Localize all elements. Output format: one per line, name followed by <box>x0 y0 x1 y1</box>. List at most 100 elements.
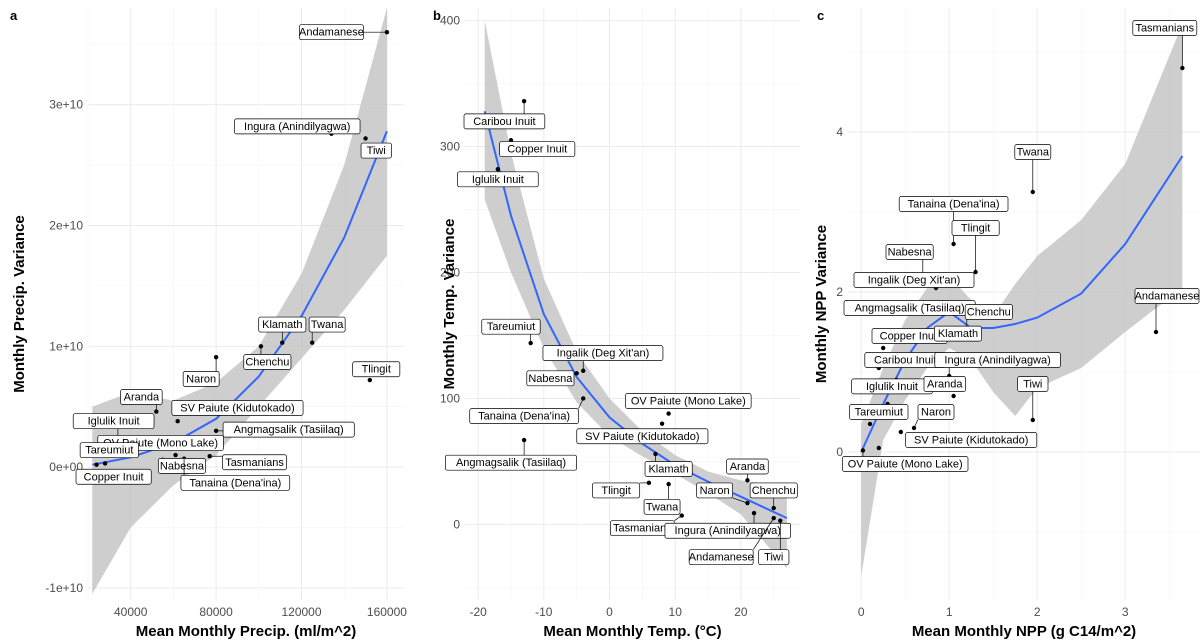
point-label: Angmagsalik (Tasiilaq) <box>234 424 344 436</box>
label-box <box>542 345 664 361</box>
label-box <box>749 482 798 499</box>
point-label: Naron <box>700 485 730 497</box>
label-box <box>923 376 966 392</box>
label-box <box>934 325 982 342</box>
point-label: Tareumiut <box>85 445 133 457</box>
data-point <box>367 377 373 383</box>
y-tick-label: 0 <box>836 445 843 459</box>
label-box <box>469 408 579 424</box>
x-tick-label: 2 <box>1034 605 1041 619</box>
label-box <box>258 316 307 333</box>
point-label: Angmagsalik (Tasiilaq) <box>456 457 566 469</box>
label-box <box>481 318 541 335</box>
x-tick-label: -10 <box>535 605 553 619</box>
panel-letter: a <box>10 8 18 23</box>
point-label: Klamath <box>262 319 302 331</box>
label-box <box>1132 20 1198 36</box>
label-box <box>1014 144 1052 160</box>
label-box <box>964 304 1013 320</box>
label-box <box>182 371 220 387</box>
point-label: SV Paiute (Kidutokado) <box>585 431 699 443</box>
label-box <box>157 458 206 474</box>
x-tick-label: 160000 <box>367 605 407 619</box>
y-axis-title: Monthly Temp. Variance <box>441 219 458 390</box>
label-box <box>644 461 693 477</box>
label-box <box>951 220 1000 236</box>
point-label: Chenchu <box>245 356 289 368</box>
x-axis-title: Mean Monthly Temp. (°C) <box>543 623 721 640</box>
label-box <box>696 482 733 499</box>
data-point <box>574 371 579 376</box>
point-label: Tareumiut <box>855 407 903 419</box>
point-label: Tareumiut <box>487 321 535 333</box>
y-tick-label: 0 <box>453 517 460 531</box>
panel-letter: b <box>433 8 441 23</box>
x-tick-label: 80000 <box>199 605 233 619</box>
point-label: Tiwi <box>367 145 386 157</box>
label-box <box>625 393 752 409</box>
point-label: Andamanese <box>689 552 754 564</box>
point-label: Tanaina (Dena'ina) <box>908 199 1000 211</box>
confidence-band <box>484 20 787 569</box>
point-label: Tiwi <box>764 552 783 564</box>
label-box <box>308 316 346 333</box>
data-point <box>653 451 658 457</box>
label-box <box>842 456 969 472</box>
point-label: Tanaina (Dena'ina) <box>478 411 570 423</box>
point-labels: Tasmanians Twana Tanaina (Dena'ina) Tlingit… <box>842 20 1199 472</box>
label-box <box>499 141 576 157</box>
data-point <box>881 345 886 351</box>
label-box <box>360 142 392 159</box>
confidence-band <box>861 24 1183 576</box>
point-label: Naron <box>921 407 951 419</box>
x-tick-label: 0 <box>858 605 865 619</box>
label-box <box>299 24 364 41</box>
x-axis-title: Mean Monthly Precip. (ml/m^2) <box>136 623 356 640</box>
x-tick-label: -20 <box>469 605 487 619</box>
point-label: Caribou Inuit <box>874 355 936 367</box>
point-label: OV Paiute (Mono Lake) <box>848 459 963 471</box>
point-label: SV Paiute (Kidutokado) <box>914 435 1028 447</box>
point-label: Caribou Inuit <box>473 116 535 128</box>
x-tick-label: 0 <box>606 605 613 619</box>
y-tick-label: 4 <box>836 125 843 139</box>
y-tick-label: 400 <box>440 14 460 28</box>
label-box <box>171 400 304 416</box>
label-box <box>853 272 975 288</box>
panel-a: 40000 80000 120000 160000 -1e+10 0e+00 1e+10 2e… <box>10 8 407 640</box>
point-label: Klamath <box>648 464 688 476</box>
panel-letter: c <box>817 8 824 23</box>
label-box <box>222 421 355 438</box>
data-point <box>363 136 368 141</box>
label-box <box>898 196 1009 212</box>
point-label: Ingura (Anindilyagwa) <box>675 525 781 537</box>
point-label: Naron <box>186 373 216 385</box>
data-point <box>860 448 866 453</box>
y-tick-label: 2e+10 <box>49 218 83 232</box>
data-point <box>666 411 671 416</box>
label-box <box>1017 376 1049 392</box>
label-box <box>664 522 791 539</box>
label-box <box>180 474 291 491</box>
label-box <box>592 482 641 499</box>
point-label: Tlingit <box>961 223 990 235</box>
point-label: Nabesna <box>160 460 205 472</box>
data-point <box>867 421 873 427</box>
label-box <box>72 413 155 430</box>
point-label: Chenchu <box>752 485 796 497</box>
label-box <box>120 389 163 405</box>
point-label: Copper Inuit <box>84 471 144 483</box>
y-tick-label: 2 <box>836 285 843 299</box>
data-point <box>102 461 108 466</box>
point-labels: Andamanese Ingura (Anindilyagwa) Tiwi Klama… <box>72 24 401 491</box>
point-label: Iglulik Inuit <box>866 381 918 393</box>
label-box <box>75 468 152 485</box>
label-box <box>445 454 577 471</box>
point-label: Andamanese <box>299 27 364 39</box>
point-label: Tasmanians <box>1135 23 1194 35</box>
label-box <box>234 118 361 135</box>
point-label: Tanaina (Dena'ina) <box>189 477 281 489</box>
point-label: Tiwi <box>1023 379 1042 391</box>
